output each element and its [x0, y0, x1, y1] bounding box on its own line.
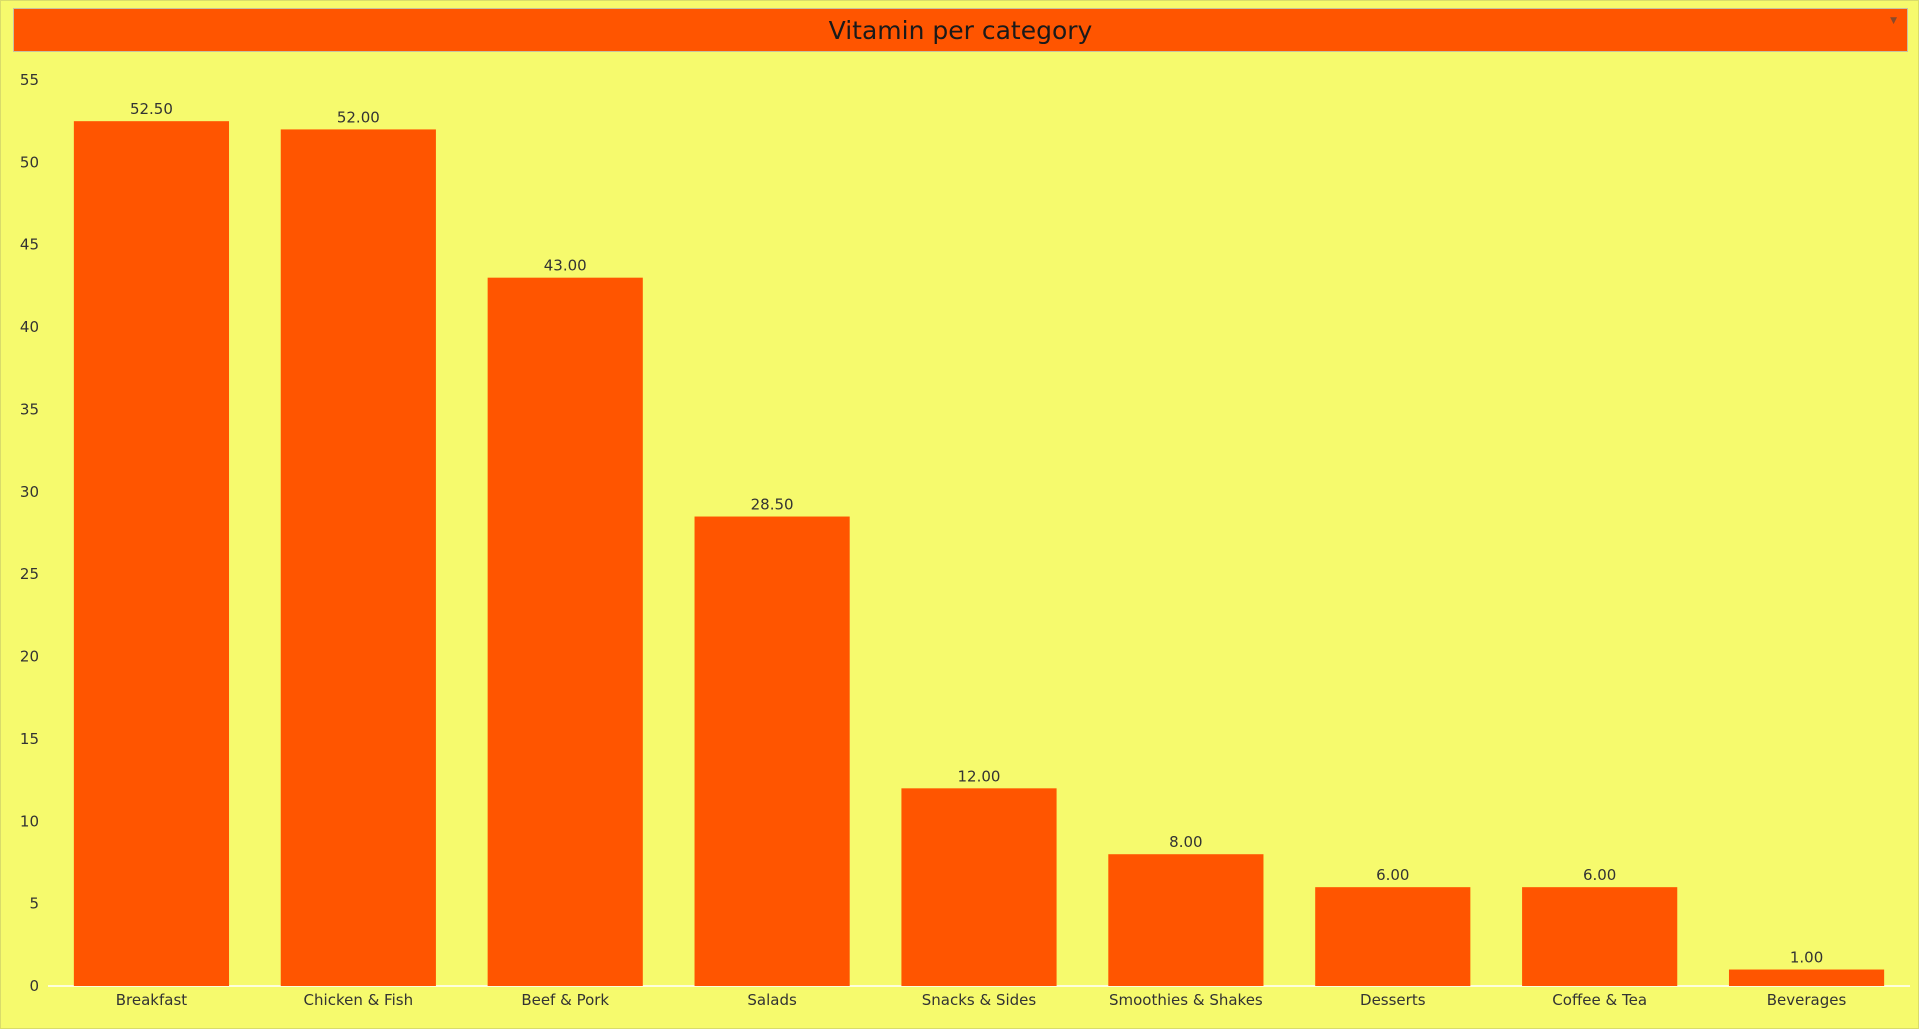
- x-category-label: Breakfast: [116, 991, 188, 1009]
- bar-beverages[interactable]: [1728, 969, 1885, 986]
- y-tick-label: 35: [20, 400, 39, 418]
- x-category-label: Snacks & Sides: [922, 991, 1037, 1009]
- x-category-label: Chicken & Fish: [304, 991, 414, 1009]
- data-label: 28.50: [751, 496, 794, 514]
- data-label: 6.00: [1376, 866, 1409, 884]
- x-category-label: Smoothies & Shakes: [1109, 991, 1263, 1009]
- bar-salads[interactable]: [694, 516, 850, 986]
- bar-smoothies-shakes[interactable]: [1108, 854, 1264, 986]
- y-tick-label: 0: [29, 977, 39, 995]
- data-label: 1.00: [1790, 949, 1823, 967]
- bar-beef-pork[interactable]: [487, 277, 643, 986]
- y-tick-label: 20: [20, 648, 39, 666]
- bar-coffee-tea[interactable]: [1522, 887, 1678, 986]
- bar-snacks-sides[interactable]: [901, 788, 1057, 986]
- chart-title: Vitamin per category: [828, 15, 1093, 45]
- dropdown-menu-icon[interactable]: ▼: [1890, 16, 1897, 26]
- y-tick-label: 55: [20, 71, 39, 89]
- x-category-label: Salads: [747, 991, 797, 1009]
- bar-chicken-fish[interactable]: [280, 129, 436, 986]
- data-label: 43.00: [544, 257, 587, 275]
- y-tick-label: 30: [20, 483, 39, 501]
- x-category-label: Desserts: [1360, 991, 1426, 1009]
- chart-title-bar: Vitamin per category ▼: [13, 8, 1908, 52]
- bar-layer: [73, 121, 1885, 986]
- y-tick-label: 10: [20, 812, 39, 830]
- data-label: 52.00: [337, 108, 380, 126]
- label-layer: 52.50 Breakfast 52.00 Chicken & Fish 43.00 Be…: [116, 100, 1847, 1009]
- x-category-label: Beverages: [1767, 991, 1847, 1009]
- y-tick-label: 45: [20, 236, 39, 254]
- data-label: 12.00: [958, 767, 1001, 785]
- y-tick-label: 5: [29, 895, 39, 913]
- bar-breakfast[interactable]: [73, 121, 230, 986]
- y-tick-label: 15: [20, 730, 39, 748]
- x-category-label: Beef & Pork: [521, 991, 609, 1009]
- bar-desserts[interactable]: [1315, 887, 1471, 986]
- y-tick-label: 40: [20, 318, 39, 336]
- data-label: 8.00: [1169, 833, 1202, 851]
- y-tick-label: 50: [20, 153, 39, 171]
- y-tick-label: 25: [20, 565, 39, 583]
- x-category-label: Coffee & Tea: [1552, 991, 1647, 1009]
- data-label: 6.00: [1583, 866, 1616, 884]
- data-label: 52.50: [130, 100, 173, 118]
